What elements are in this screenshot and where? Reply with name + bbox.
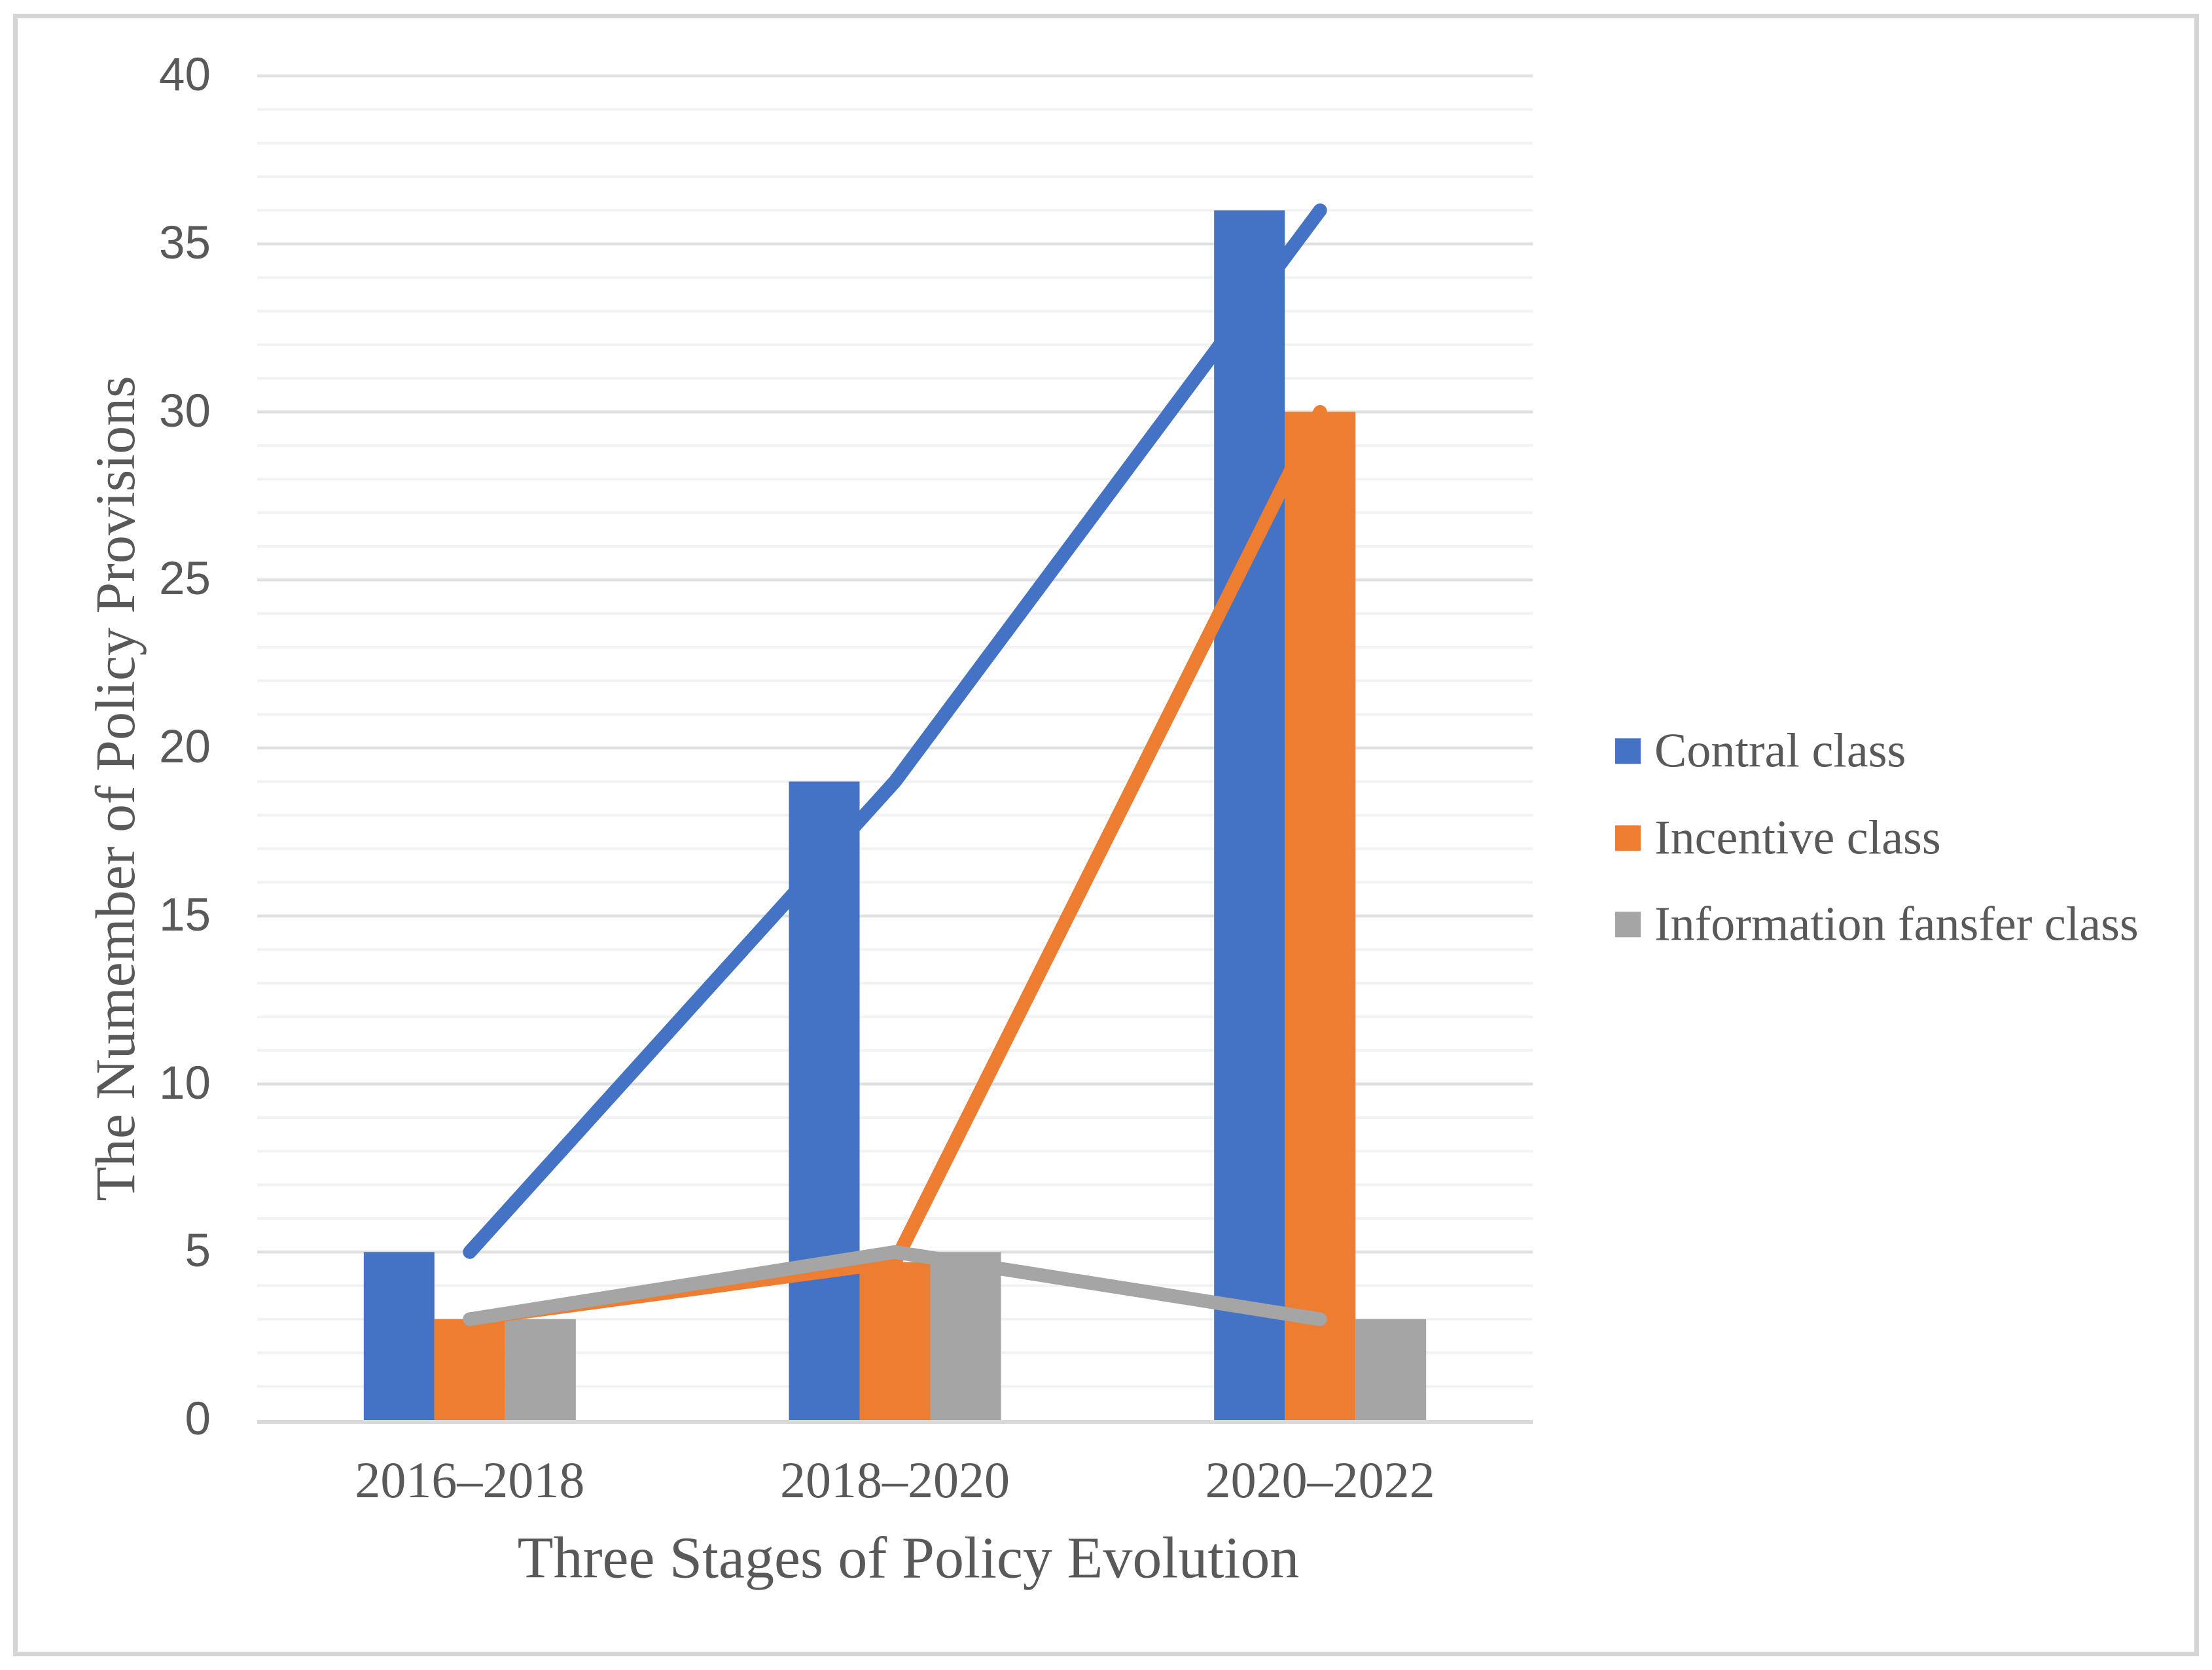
y-tick-label-40: 40	[159, 48, 211, 101]
bar-incentive-class-2016-2018	[434, 1319, 505, 1420]
y-tick-label-25: 25	[159, 553, 211, 605]
bar-contral-class-2016-2018	[363, 1252, 435, 1420]
legend-item-incentive-class: Incentive class	[1615, 811, 1941, 864]
legend-swatch-icon	[1615, 738, 1641, 764]
legend-label: Information fansfer class	[1654, 897, 2139, 951]
bar-incentive-class-2018-2020	[859, 1262, 931, 1420]
x-axis-title: Three Stages of Policy Evolution	[517, 1525, 1300, 1591]
line-incentive-class	[463, 405, 1327, 1326]
y-tick-label-30: 30	[159, 385, 211, 437]
legend-swatch-icon	[1615, 912, 1641, 938]
x-tick-label-2016-2018: 2016–2018	[355, 1451, 585, 1508]
line-contral-class	[463, 203, 1327, 1259]
legend-label: Incentive class	[1654, 811, 1941, 865]
y-tick-label-10: 10	[159, 1057, 211, 1109]
legend-item-information-fansfer-class: Information fansfer class	[1615, 897, 2139, 951]
x-tick-label-2018-2020: 2018–2020	[780, 1451, 1010, 1508]
y-axis-title: The Numember of Policy Provisions	[84, 376, 147, 1201]
x-tick-label-2020-2022: 2020–2022	[1205, 1451, 1435, 1508]
bar-information-fansfer-class-2018-2020	[930, 1252, 1001, 1420]
bar-contral-class-2020-2022	[1214, 210, 1285, 1420]
y-tick-label-5: 5	[185, 1225, 211, 1277]
legend-item-contral-class: Contral class	[1615, 724, 1906, 777]
bar-information-fansfer-class-2020-2022	[1355, 1319, 1427, 1420]
y-tick-label-15: 15	[159, 889, 211, 941]
legend-swatch-icon	[1615, 825, 1641, 851]
y-tick-label-0: 0	[185, 1393, 211, 1445]
legend-label: Contral class	[1654, 724, 1906, 778]
y-tick-label-20: 20	[159, 720, 211, 773]
line-information-fansfer-class	[463, 1245, 1327, 1326]
bar-incentive-class-2020-2022	[1285, 412, 1356, 1420]
bar-information-fansfer-class-2016-2018	[505, 1319, 576, 1420]
y-tick-label-35: 35	[159, 217, 211, 269]
